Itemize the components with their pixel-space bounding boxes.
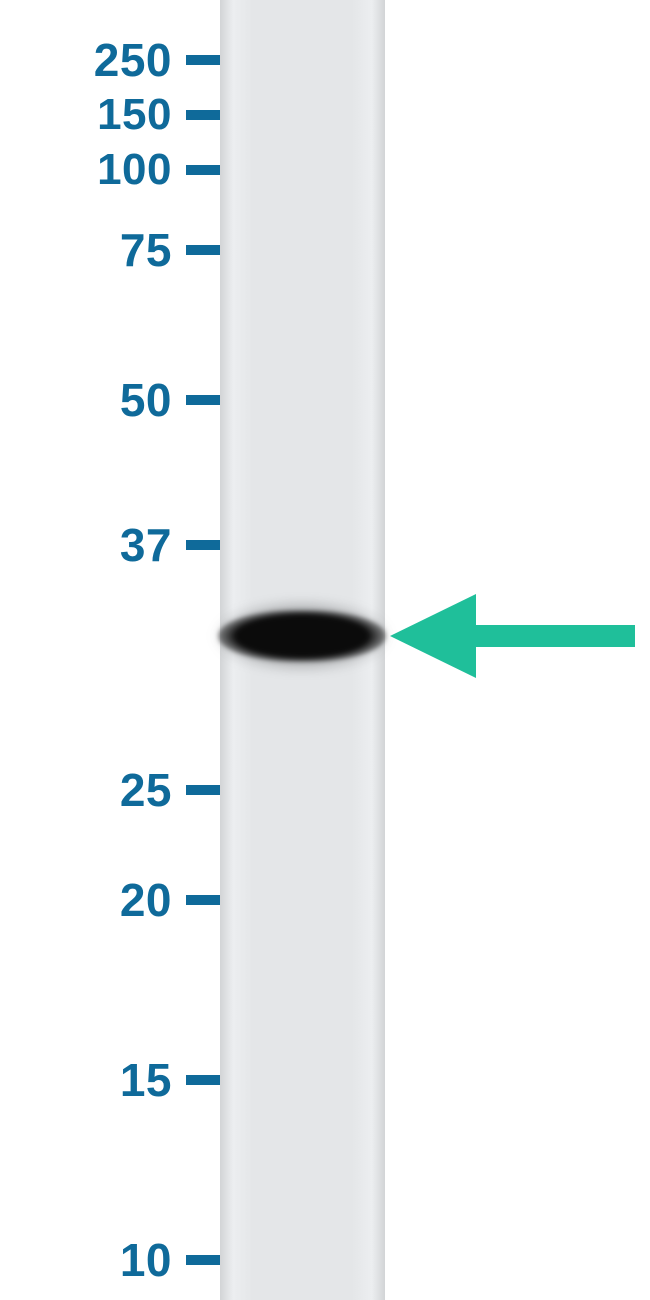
mw-marker-label: 20 (120, 873, 172, 927)
mw-marker-label: 10 (120, 1233, 172, 1287)
mw-marker: 50 (120, 373, 220, 427)
mw-marker: 15 (120, 1053, 220, 1107)
mw-marker: 75 (120, 223, 220, 277)
mw-marker-tick (186, 1075, 220, 1085)
mw-marker-label: 37 (120, 518, 172, 572)
mw-marker-label: 25 (120, 763, 172, 817)
mw-marker-tick (186, 895, 220, 905)
mw-marker: 250 (94, 33, 220, 87)
mw-marker-label: 100 (97, 145, 172, 195)
mw-marker-tick (186, 55, 220, 65)
mw-marker: 20 (120, 873, 220, 927)
arrow-head-icon (390, 594, 476, 678)
mw-marker-label: 250 (94, 33, 172, 87)
protein-band (218, 610, 386, 662)
mw-marker: 10 (120, 1233, 220, 1287)
mw-marker-label: 150 (97, 90, 172, 140)
mw-marker-tick (186, 395, 220, 405)
mw-marker-label: 75 (120, 223, 172, 277)
mw-marker: 100 (97, 145, 220, 195)
arrow-shaft (470, 625, 635, 647)
mw-marker-tick (186, 245, 220, 255)
mw-marker-tick (186, 110, 220, 120)
mw-marker-tick (186, 1255, 220, 1265)
mw-marker: 37 (120, 518, 220, 572)
mw-ladder: 250150100 75 50 37 25 20 15 10 (0, 0, 220, 1300)
mw-marker: 150 (97, 90, 220, 140)
mw-marker-label: 50 (120, 373, 172, 427)
mw-marker-tick (186, 540, 220, 550)
mw-marker-label: 15 (120, 1053, 172, 1107)
mw-marker-tick (186, 785, 220, 795)
mw-marker: 25 (120, 763, 220, 817)
mw-marker-tick (186, 165, 220, 175)
blot-figure: 250150100 75 50 37 25 20 15 10 (0, 0, 650, 1300)
